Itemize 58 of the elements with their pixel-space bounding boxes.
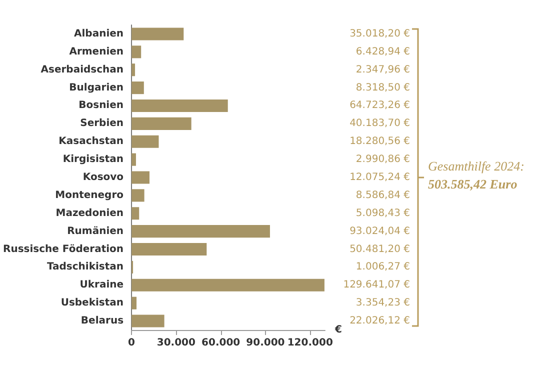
data-label: 2.347,96 €	[356, 64, 410, 76]
data-label: 3.354,23 €	[356, 298, 410, 309]
x-tick-label: 0	[128, 338, 136, 348]
y-tick-label: Kosovo	[82, 172, 124, 183]
y-tick-label: Kasachstan	[58, 136, 124, 148]
y-tick-label: Russische Föderation	[2, 244, 124, 255]
bar	[132, 278, 324, 292]
data-label: 6.428,94 €	[356, 46, 410, 58]
y-tick-label: Serbien	[80, 118, 124, 130]
bar	[132, 296, 137, 310]
data-label: 50.481,20 €	[350, 244, 410, 255]
y-tick-label: Bulgarien	[69, 82, 124, 94]
data-label: 5.098,43 €	[356, 208, 410, 219]
y-tick-label: Aserbaidschan	[40, 64, 124, 76]
data-label: 2.990,86 €	[356, 154, 410, 166]
data-label: 93.024,04 €	[350, 226, 410, 237]
bar	[132, 117, 192, 130]
bar	[132, 153, 136, 166]
y-tick-label: Belarus	[80, 316, 124, 327]
y-tick-label: Bosnien	[78, 100, 124, 112]
text: 503.585,42 Euro	[428, 176, 518, 192]
y-tick-label: Kirgisistan	[62, 154, 124, 166]
y-tick-label: Rumänien	[67, 226, 124, 237]
y-tick-label: Montenegro	[55, 190, 124, 201]
data-label: 12.075,24 €	[350, 172, 410, 183]
bar	[132, 225, 270, 238]
bar	[132, 82, 144, 94]
y-tick-label: Tadschikistan	[46, 262, 124, 273]
y-tick-label: Usbekistan	[60, 298, 124, 309]
data-label: 129.641,07 €	[343, 280, 410, 291]
data-label: 64.723,26 €	[350, 100, 410, 112]
bar	[132, 46, 142, 58]
data-label: 8.586,84 €	[356, 190, 410, 201]
y-tick-label: Albanien	[74, 28, 124, 40]
y-tick-label: Armenien	[69, 46, 124, 58]
bar	[132, 207, 140, 220]
data-label: 8.318,50 €	[356, 82, 410, 94]
x-tick-label: 30.000	[156, 338, 196, 348]
x-tick-label: 60.000	[202, 338, 240, 348]
text: Gesamthilfe 2024:	[428, 158, 524, 174]
x-tick-label: 120.000	[287, 338, 333, 348]
y-tick-label: Mazedonien	[56, 208, 124, 219]
y-tick-label: Ukraine	[80, 280, 124, 291]
bar	[132, 242, 207, 256]
bar	[132, 64, 136, 76]
data-label: 18.280,56 €	[350, 136, 410, 148]
bar	[132, 189, 144, 202]
data-label: 35.018,20 €	[350, 28, 410, 40]
bar	[132, 171, 150, 184]
bar	[132, 135, 159, 148]
bar	[132, 314, 164, 328]
data-label: 40.183,70 €	[350, 118, 410, 130]
x-tick-label: 90.000	[246, 338, 285, 348]
x-axis-title: €	[334, 324, 342, 336]
data-label: 1.006,27 €	[356, 262, 410, 273]
bar	[132, 28, 184, 40]
data-label: 22.026,12 €	[350, 316, 410, 327]
bar	[132, 99, 228, 112]
